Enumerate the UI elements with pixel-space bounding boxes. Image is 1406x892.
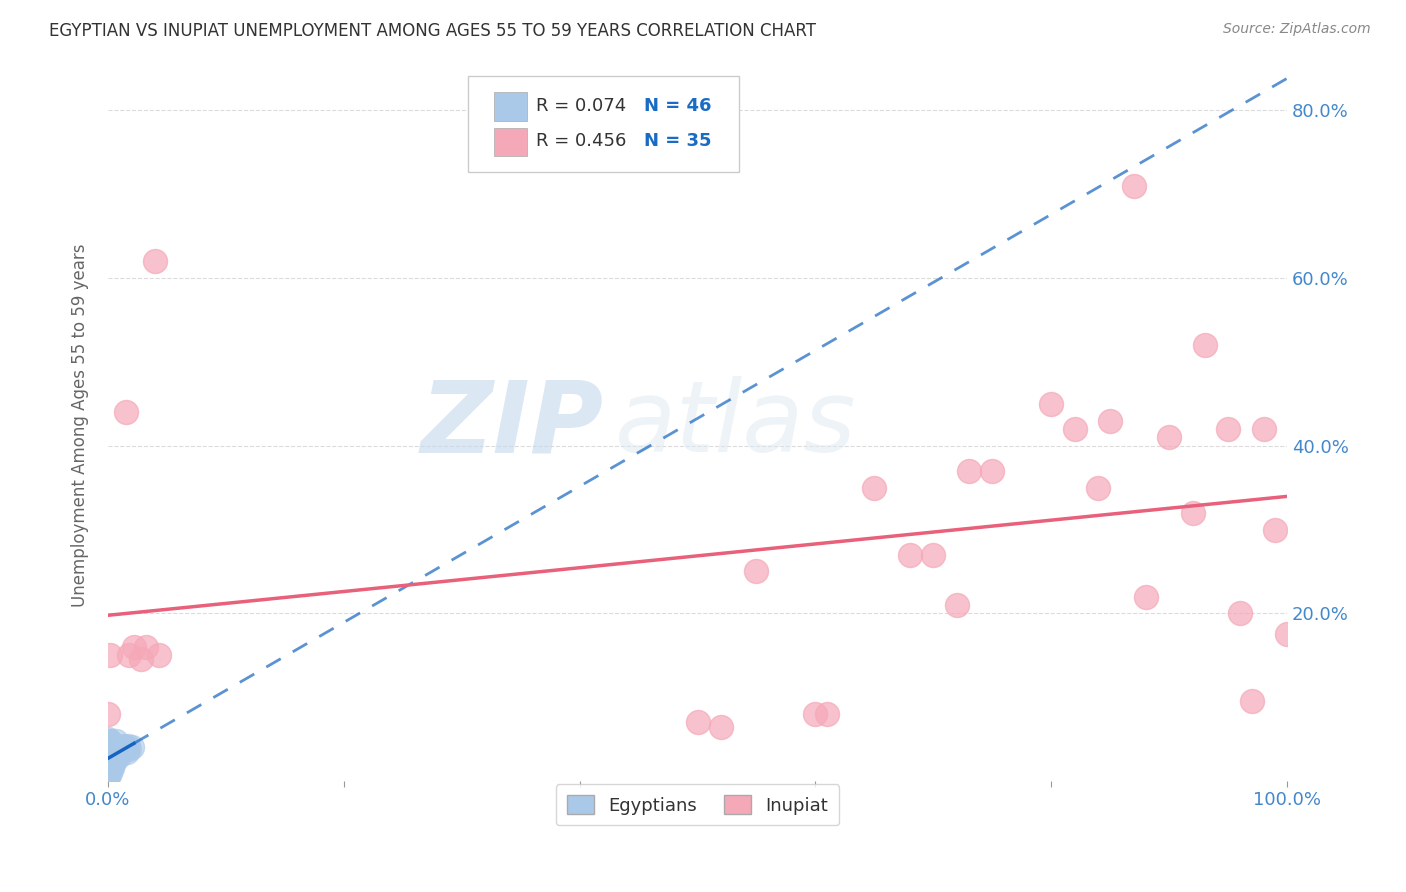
Point: [100, 761, 122, 775]
Point: [1229, 607, 1251, 621]
Point: [105, 733, 128, 747]
Point: [98, 648, 121, 663]
Point: [107, 745, 129, 759]
Point: [111, 742, 134, 756]
Legend: Egyptians, Inupiat: Egyptians, Inupiat: [555, 784, 839, 825]
Point: [98, 764, 121, 778]
Point: [1063, 422, 1085, 436]
Point: [898, 548, 921, 562]
Point: [97, 757, 120, 772]
Point: [101, 757, 124, 772]
Point: [745, 565, 768, 579]
Point: [129, 652, 152, 666]
Text: R = 0.456: R = 0.456: [536, 132, 627, 150]
Point: [112, 739, 135, 753]
Text: R = 0.074: R = 0.074: [536, 96, 626, 114]
Point: [143, 254, 166, 268]
Text: EGYPTIAN VS INUPIAT UNEMPLOYMENT AMONG AGES 55 TO 59 YEARS CORRELATION CHART: EGYPTIAN VS INUPIAT UNEMPLOYMENT AMONG A…: [49, 22, 817, 40]
Bar: [494, 128, 527, 156]
Point: [97, 748, 120, 763]
Point: [110, 740, 132, 755]
Point: [1087, 481, 1109, 495]
Bar: [494, 92, 527, 120]
FancyBboxPatch shape: [468, 76, 738, 172]
Point: [118, 742, 141, 756]
Point: [118, 648, 141, 663]
Point: [105, 748, 128, 763]
Point: [122, 640, 145, 654]
Point: [97, 740, 120, 755]
Point: [981, 464, 1004, 478]
Point: [103, 740, 125, 755]
Point: [98, 742, 121, 756]
Point: [100, 753, 122, 767]
Text: N = 35: N = 35: [644, 132, 711, 150]
Point: [97, 736, 120, 750]
Point: [98, 756, 121, 770]
Point: [97, 765, 120, 780]
Point: [97, 761, 120, 775]
Point: [946, 598, 969, 612]
Text: Source: ZipAtlas.com: Source: ZipAtlas.com: [1223, 22, 1371, 37]
Point: [922, 548, 945, 562]
Point: [103, 753, 125, 767]
Point: [815, 706, 838, 721]
Point: [98, 740, 121, 755]
Point: [1253, 422, 1275, 436]
Point: [1194, 338, 1216, 352]
Point: [98, 733, 121, 747]
Point: [104, 753, 127, 767]
Point: [686, 715, 709, 730]
Point: [121, 740, 143, 755]
Point: [98, 733, 121, 747]
Point: [97, 767, 120, 781]
Point: [957, 464, 980, 478]
Point: [104, 739, 127, 753]
Point: [1275, 627, 1298, 641]
Point: [97, 732, 120, 747]
Point: [863, 481, 886, 495]
Point: [98, 759, 121, 773]
Point: [98, 757, 121, 772]
Point: [114, 405, 136, 419]
Point: [101, 745, 124, 759]
Point: [115, 745, 138, 759]
Point: [1240, 694, 1263, 708]
Point: [97, 706, 120, 721]
Point: [108, 745, 131, 759]
Point: [710, 719, 733, 733]
Point: [97, 753, 120, 767]
Point: [1099, 413, 1122, 427]
Point: [98, 745, 121, 759]
Point: [148, 648, 170, 663]
Point: [98, 765, 121, 780]
Y-axis label: Unemployment Among Ages 55 to 59 years: Unemployment Among Ages 55 to 59 years: [72, 243, 89, 607]
Point: [100, 739, 122, 753]
Point: [1264, 523, 1286, 537]
Point: [1216, 422, 1239, 436]
Point: [1040, 397, 1063, 411]
Point: [1122, 178, 1144, 193]
Point: [117, 739, 139, 753]
Point: [97, 770, 120, 784]
Point: [1135, 590, 1157, 604]
Point: [97, 745, 120, 759]
Point: [1181, 506, 1204, 520]
Point: [1159, 430, 1181, 444]
Text: atlas: atlas: [614, 376, 856, 474]
Text: N = 46: N = 46: [644, 96, 711, 114]
Point: [98, 748, 121, 763]
Point: [804, 706, 827, 721]
Text: ZIP: ZIP: [420, 376, 603, 474]
Point: [135, 640, 157, 654]
Point: [107, 748, 129, 763]
Point: [114, 740, 136, 755]
Point: [114, 742, 136, 756]
Point: [98, 750, 121, 764]
